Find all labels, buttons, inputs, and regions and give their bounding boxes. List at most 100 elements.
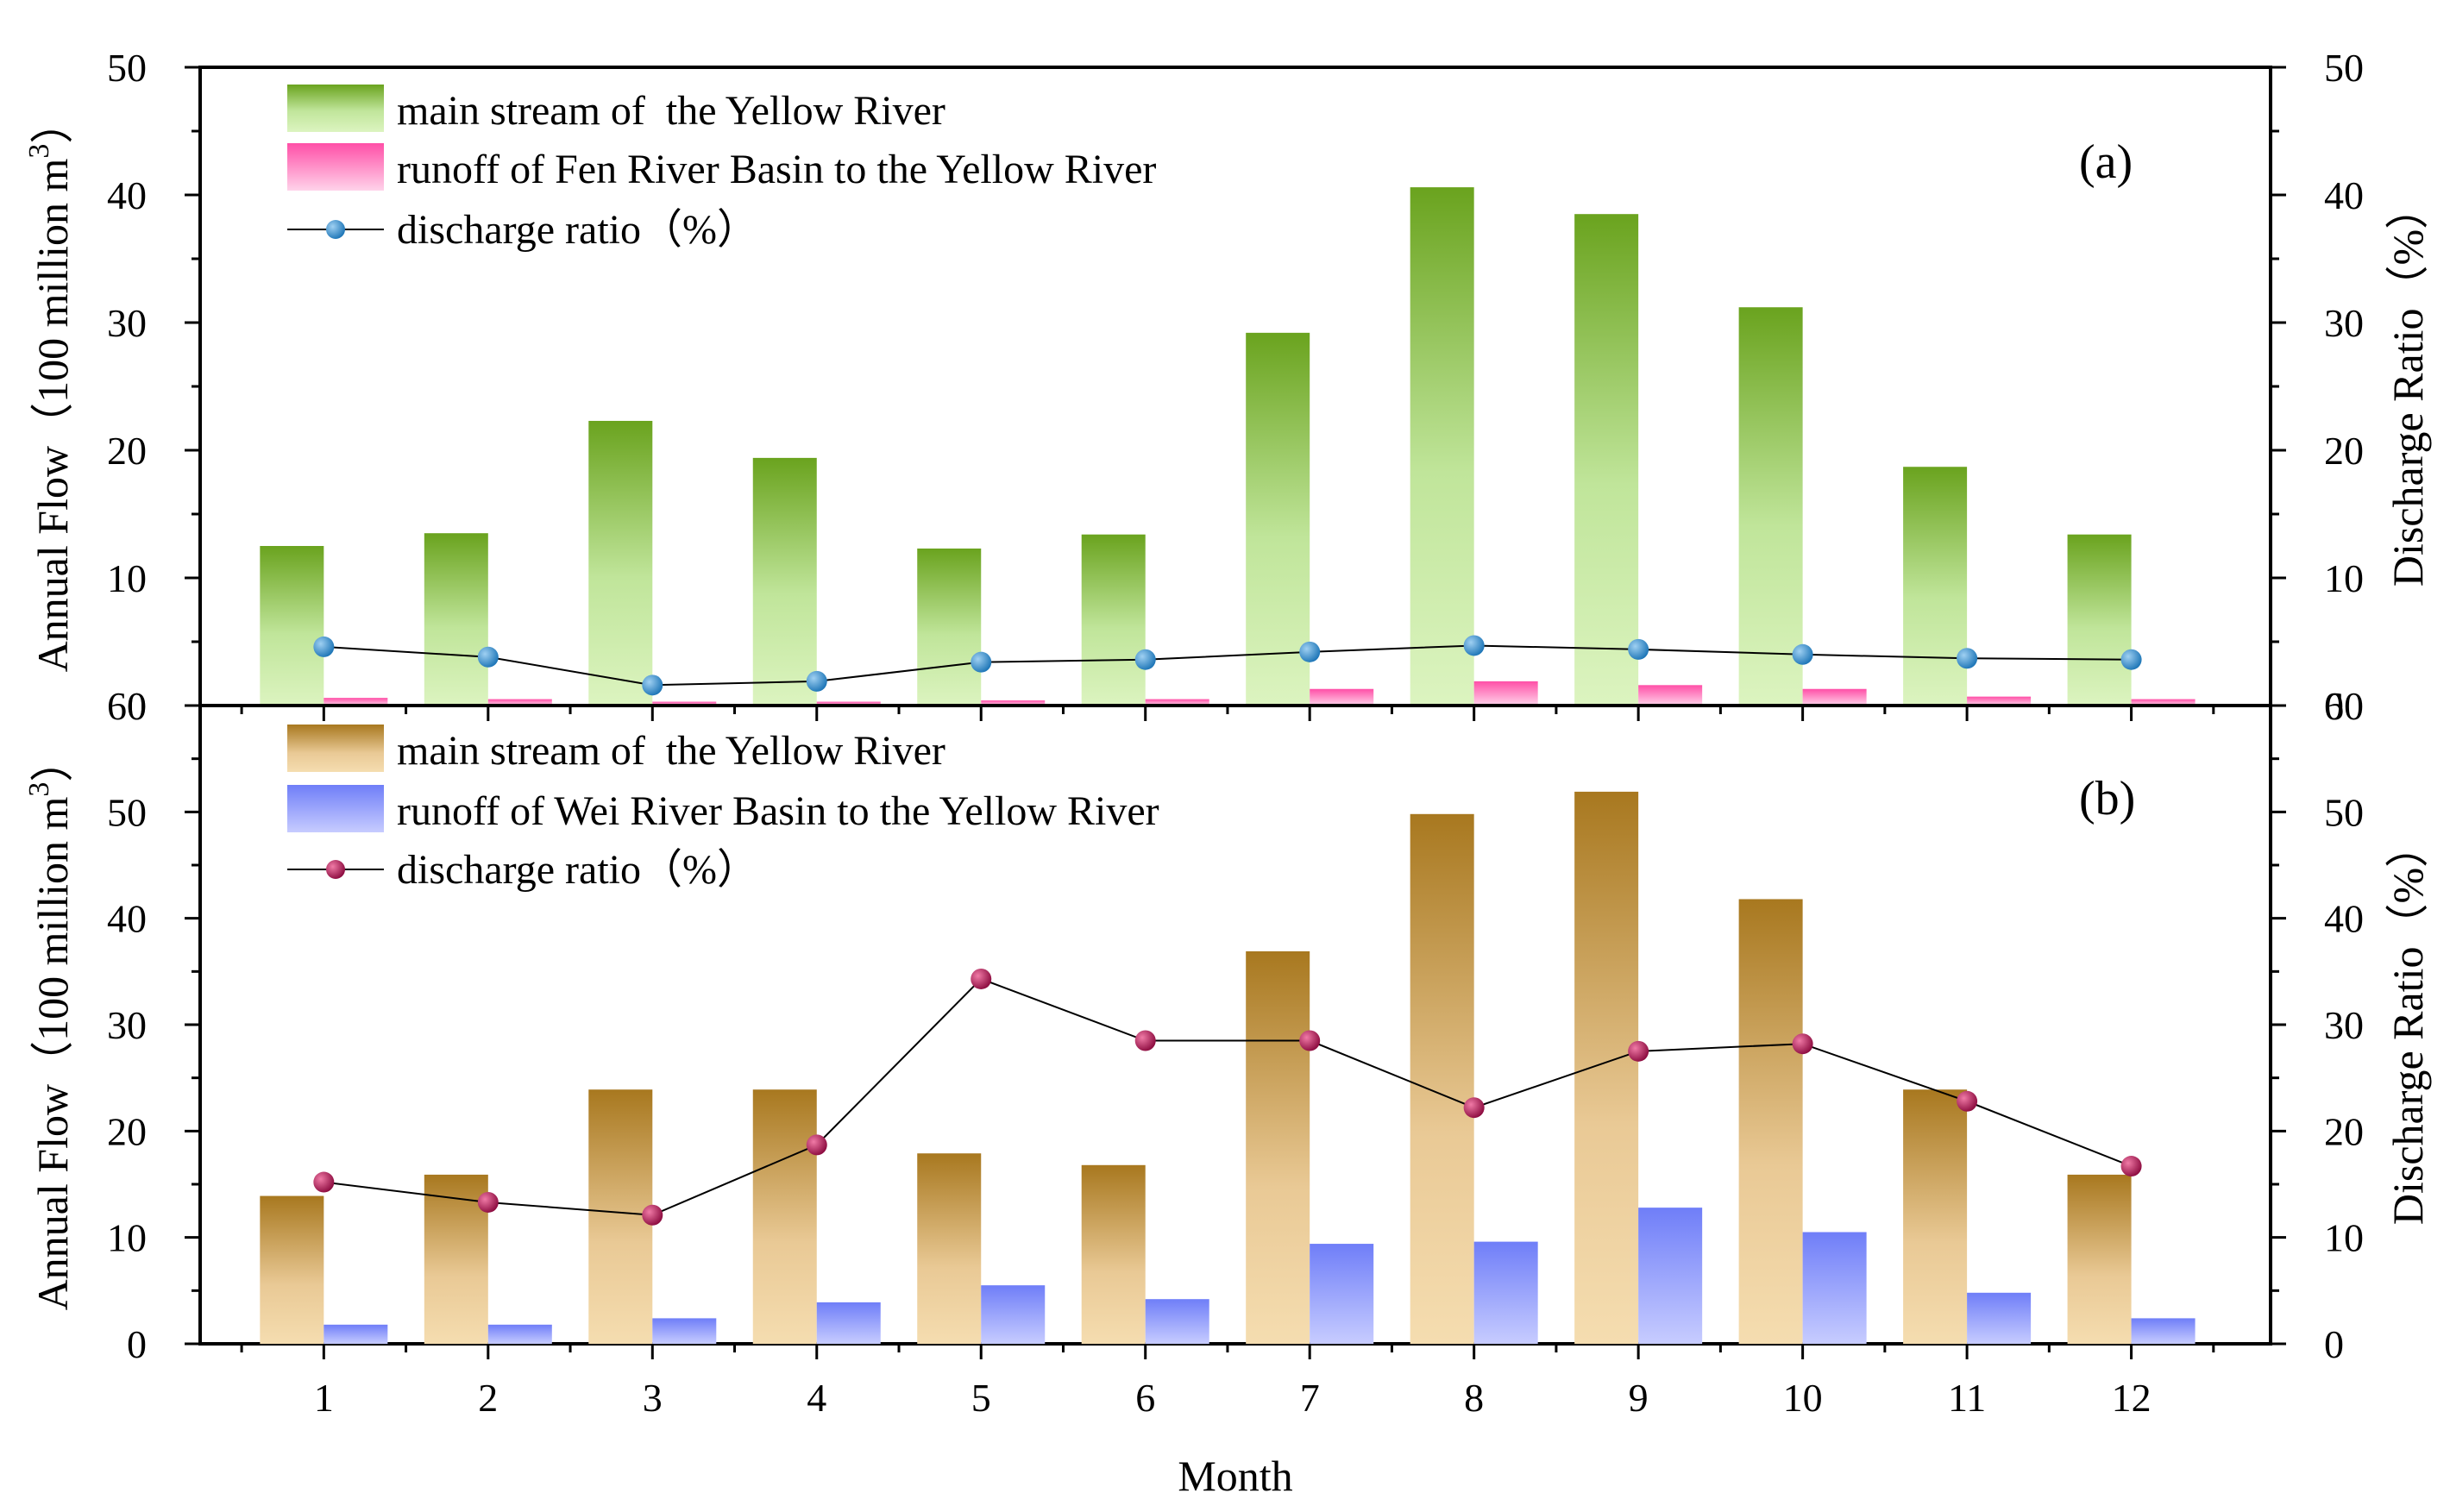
panel-b-mainstream-bars [260, 791, 2132, 1344]
bar-b-tributary-5[interactable] [981, 1285, 1046, 1344]
point-a-ratio-7[interactable] [1299, 641, 1321, 662]
bar-a-mainstream-8[interactable] [1410, 187, 1474, 706]
bar-a-tributary-11[interactable] [1967, 696, 2032, 706]
bar-a-mainstream-3[interactable] [588, 420, 653, 706]
point-a-ratio-11[interactable] [1957, 648, 1978, 669]
panel-a-legend[interactable]: main stream of the Yellow River runoff o… [287, 85, 1156, 253]
point-a-ratio-10[interactable] [1792, 643, 1813, 665]
tick-label-a-y2-20: 20 [2324, 429, 2364, 473]
point-b-ratio-7[interactable] [1299, 1030, 1321, 1051]
point-b-ratio-8[interactable] [1463, 1097, 1485, 1119]
bar-b-tributary-8[interactable] [1473, 1241, 1538, 1344]
bar-a-tributary-1[interactable] [324, 698, 388, 706]
bar-b-mainstream-6[interactable] [1081, 1164, 1146, 1344]
bar-a-tributary-5[interactable] [981, 700, 1046, 706]
point-b-ratio-10[interactable] [1792, 1033, 1813, 1055]
point-b-ratio-5[interactable] [971, 968, 992, 989]
point-a-ratio-1[interactable] [313, 636, 335, 657]
bar-b-tributary-9[interactable] [1638, 1208, 1703, 1344]
tick-label-a-y-50: 50 [107, 46, 147, 90]
tick-label-a-y-40: 40 [107, 173, 147, 217]
legend-swatch-a-tributary [287, 143, 384, 191]
bar-a-tributary-3[interactable] [652, 701, 717, 706]
tick-label-x-8: 8 [1464, 1376, 1484, 1420]
tick-label-a-y-10: 10 [107, 556, 147, 600]
point-b-ratio-12[interactable] [2120, 1156, 2142, 1177]
point-a-ratio-8[interactable] [1463, 635, 1485, 656]
tick-label-a-y-30: 30 [107, 301, 147, 345]
bar-a-tributary-7[interactable] [1310, 688, 1374, 706]
legend-swatch-b-mainstream [287, 725, 384, 772]
bar-b-mainstream-1[interactable] [260, 1195, 324, 1344]
legend-label-a-tributary: runoff of Fen River Basin to the Yellow … [397, 147, 1156, 192]
bar-b-mainstream-5[interactable] [917, 1153, 982, 1344]
bar-b-tributary-3[interactable] [652, 1318, 717, 1344]
point-a-ratio-6[interactable] [1134, 649, 1156, 670]
bar-a-tributary-6[interactable] [1145, 699, 1209, 706]
bar-b-mainstream-7[interactable] [1246, 950, 1310, 1344]
bar-b-tributary-4[interactable] [816, 1302, 881, 1344]
tick-label-x-10: 10 [1783, 1376, 1823, 1420]
point-b-ratio-6[interactable] [1134, 1030, 1156, 1051]
panel-a-y-axis-title: Annual Flow（100 million m3） [23, 101, 77, 673]
bar-a-mainstream-10[interactable] [1738, 307, 1803, 706]
bar-b-mainstream-3[interactable] [588, 1089, 653, 1344]
bar-b-mainstream-10[interactable] [1738, 899, 1803, 1344]
point-b-ratio-3[interactable] [642, 1204, 663, 1226]
bar-b-tributary-11[interactable] [1967, 1292, 2032, 1344]
point-a-ratio-2[interactable] [477, 646, 499, 668]
bar-b-tributary-2[interactable] [487, 1324, 552, 1344]
bar-a-tributary-4[interactable] [816, 701, 881, 706]
panel-b-y-axis-title-sup: 3 [23, 782, 55, 797]
bar-a-tributary-9[interactable] [1638, 685, 1703, 706]
bar-b-tributary-1[interactable] [324, 1324, 388, 1344]
tick-label-b-y-40: 40 [107, 897, 147, 941]
bar-a-tributary-8[interactable] [1473, 681, 1538, 706]
panel-a: 0 10 20 30 40 50 0 10 20 30 40 50 (a) main stream o… [23, 46, 2432, 728]
legend-swatch-a-mainstream [287, 85, 384, 132]
point-b-ratio-2[interactable] [477, 1191, 499, 1213]
point-a-ratio-12[interactable] [2120, 649, 2142, 670]
bar-a-tributary-12[interactable] [2131, 699, 2196, 706]
bar-a-tributary-2[interactable] [487, 699, 552, 706]
tick-label-x-11: 11 [1948, 1376, 1986, 1420]
tick-label-b-y2-0: 0 [2324, 1322, 2344, 1366]
bar-a-mainstream-11[interactable] [1903, 467, 1968, 706]
panel-b-tributary-bars [324, 1208, 2196, 1345]
panel-b-legend[interactable]: main stream of the Yellow River runoff o… [287, 725, 1159, 893]
point-b-ratio-1[interactable] [313, 1171, 335, 1193]
point-b-ratio-11[interactable] [1957, 1090, 1978, 1112]
bar-a-mainstream-7[interactable] [1246, 332, 1310, 706]
bar-b-mainstream-12[interactable] [2067, 1174, 2132, 1344]
point-a-ratio-5[interactable] [971, 651, 992, 673]
bar-a-mainstream-4[interactable] [752, 457, 817, 706]
tick-label-b-y-0: 0 [127, 1322, 147, 1366]
point-b-ratio-9[interactable] [1628, 1040, 1649, 1062]
point-b-ratio-4[interactable] [806, 1134, 827, 1156]
bar-b-mainstream-2[interactable] [424, 1174, 488, 1344]
panel-a-tributary-bars [324, 681, 2196, 706]
point-a-ratio-4[interactable] [806, 670, 827, 692]
bar-b-tributary-10[interactable] [1802, 1232, 1867, 1345]
bar-b-mainstream-4[interactable] [752, 1089, 817, 1344]
bar-a-mainstream-2[interactable] [424, 533, 488, 706]
point-a-ratio-9[interactable] [1628, 638, 1649, 660]
bar-a-mainstream-6[interactable] [1081, 534, 1146, 706]
bar-a-tributary-10[interactable] [1802, 688, 1867, 706]
tick-label-b-y-60: 60 [107, 684, 147, 728]
bar-b-mainstream-11[interactable] [1903, 1089, 1968, 1344]
bar-a-mainstream-1[interactable] [260, 546, 324, 706]
point-a-ratio-3[interactable] [642, 674, 663, 696]
line-b-ratio [324, 977, 2132, 1216]
bar-b-tributary-7[interactable] [1310, 1244, 1374, 1344]
bar-b-tributary-6[interactable] [1145, 1299, 1209, 1344]
bar-b-mainstream-8[interactable] [1410, 813, 1474, 1344]
bar-b-tributary-12[interactable] [2131, 1318, 2196, 1344]
bar-a-mainstream-9[interactable] [1574, 214, 1639, 706]
bar-a-mainstream-5[interactable] [917, 548, 982, 706]
bar-b-mainstream-9[interactable] [1574, 791, 1639, 1344]
bar-a-mainstream-12[interactable] [2067, 534, 2132, 706]
line-a-ratio [324, 644, 2132, 687]
panel-b-y-axis-title-end: ） [28, 739, 77, 782]
